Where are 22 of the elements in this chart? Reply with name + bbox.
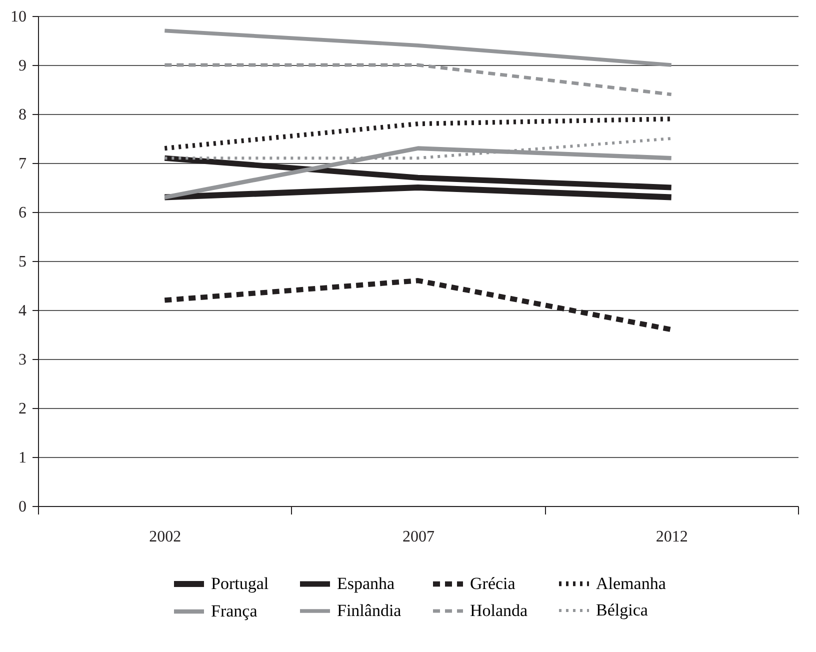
y-tick-label: 6 <box>18 204 26 222</box>
legend-label: Espanha <box>337 574 396 593</box>
legend-label: França <box>211 602 258 620</box>
y-tick-label: 1 <box>18 450 26 466</box>
y-tick-label: 9 <box>18 58 26 74</box>
y-tick-label: 8 <box>18 106 26 124</box>
y-tick-label: 7 <box>18 156 26 172</box>
legend-label: Portugal <box>211 574 269 593</box>
legend-label: Holanda <box>470 601 528 620</box>
legend-label: Finlândia <box>337 601 402 620</box>
legend-label: Grécia <box>470 574 516 593</box>
y-tick-label: 2 <box>18 400 26 418</box>
y-tick-label: 5 <box>18 254 26 270</box>
x-tick-label: 2007 <box>402 528 434 546</box>
x-tick-label: 2002 <box>149 528 182 546</box>
x-tick-label: 2012 <box>656 528 688 546</box>
y-tick-label: 0 <box>18 498 26 516</box>
y-tick-label: 3 <box>18 352 26 368</box>
legend-label: Alemanha <box>596 574 666 593</box>
y-tick-label: 4 <box>18 302 26 320</box>
y-tick-label: 10 <box>10 8 26 26</box>
legend-label: Bélgica <box>596 600 648 620</box>
